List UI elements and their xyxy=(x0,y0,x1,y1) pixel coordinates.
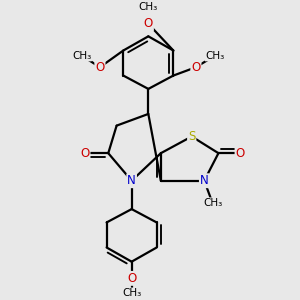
Text: O: O xyxy=(80,147,89,160)
Text: CH₃: CH₃ xyxy=(206,50,225,61)
Text: CH₃: CH₃ xyxy=(122,288,141,298)
Text: O: O xyxy=(236,147,245,160)
Text: N: N xyxy=(200,174,208,187)
Text: O: O xyxy=(95,61,104,74)
Text: O: O xyxy=(127,272,136,285)
Text: O: O xyxy=(144,17,153,30)
Text: CH₃: CH₃ xyxy=(203,198,222,208)
Text: N: N xyxy=(127,174,136,187)
Text: CH₃: CH₃ xyxy=(72,50,91,61)
Text: S: S xyxy=(188,130,195,143)
Text: O: O xyxy=(191,61,200,74)
Text: CH₃: CH₃ xyxy=(139,2,158,12)
